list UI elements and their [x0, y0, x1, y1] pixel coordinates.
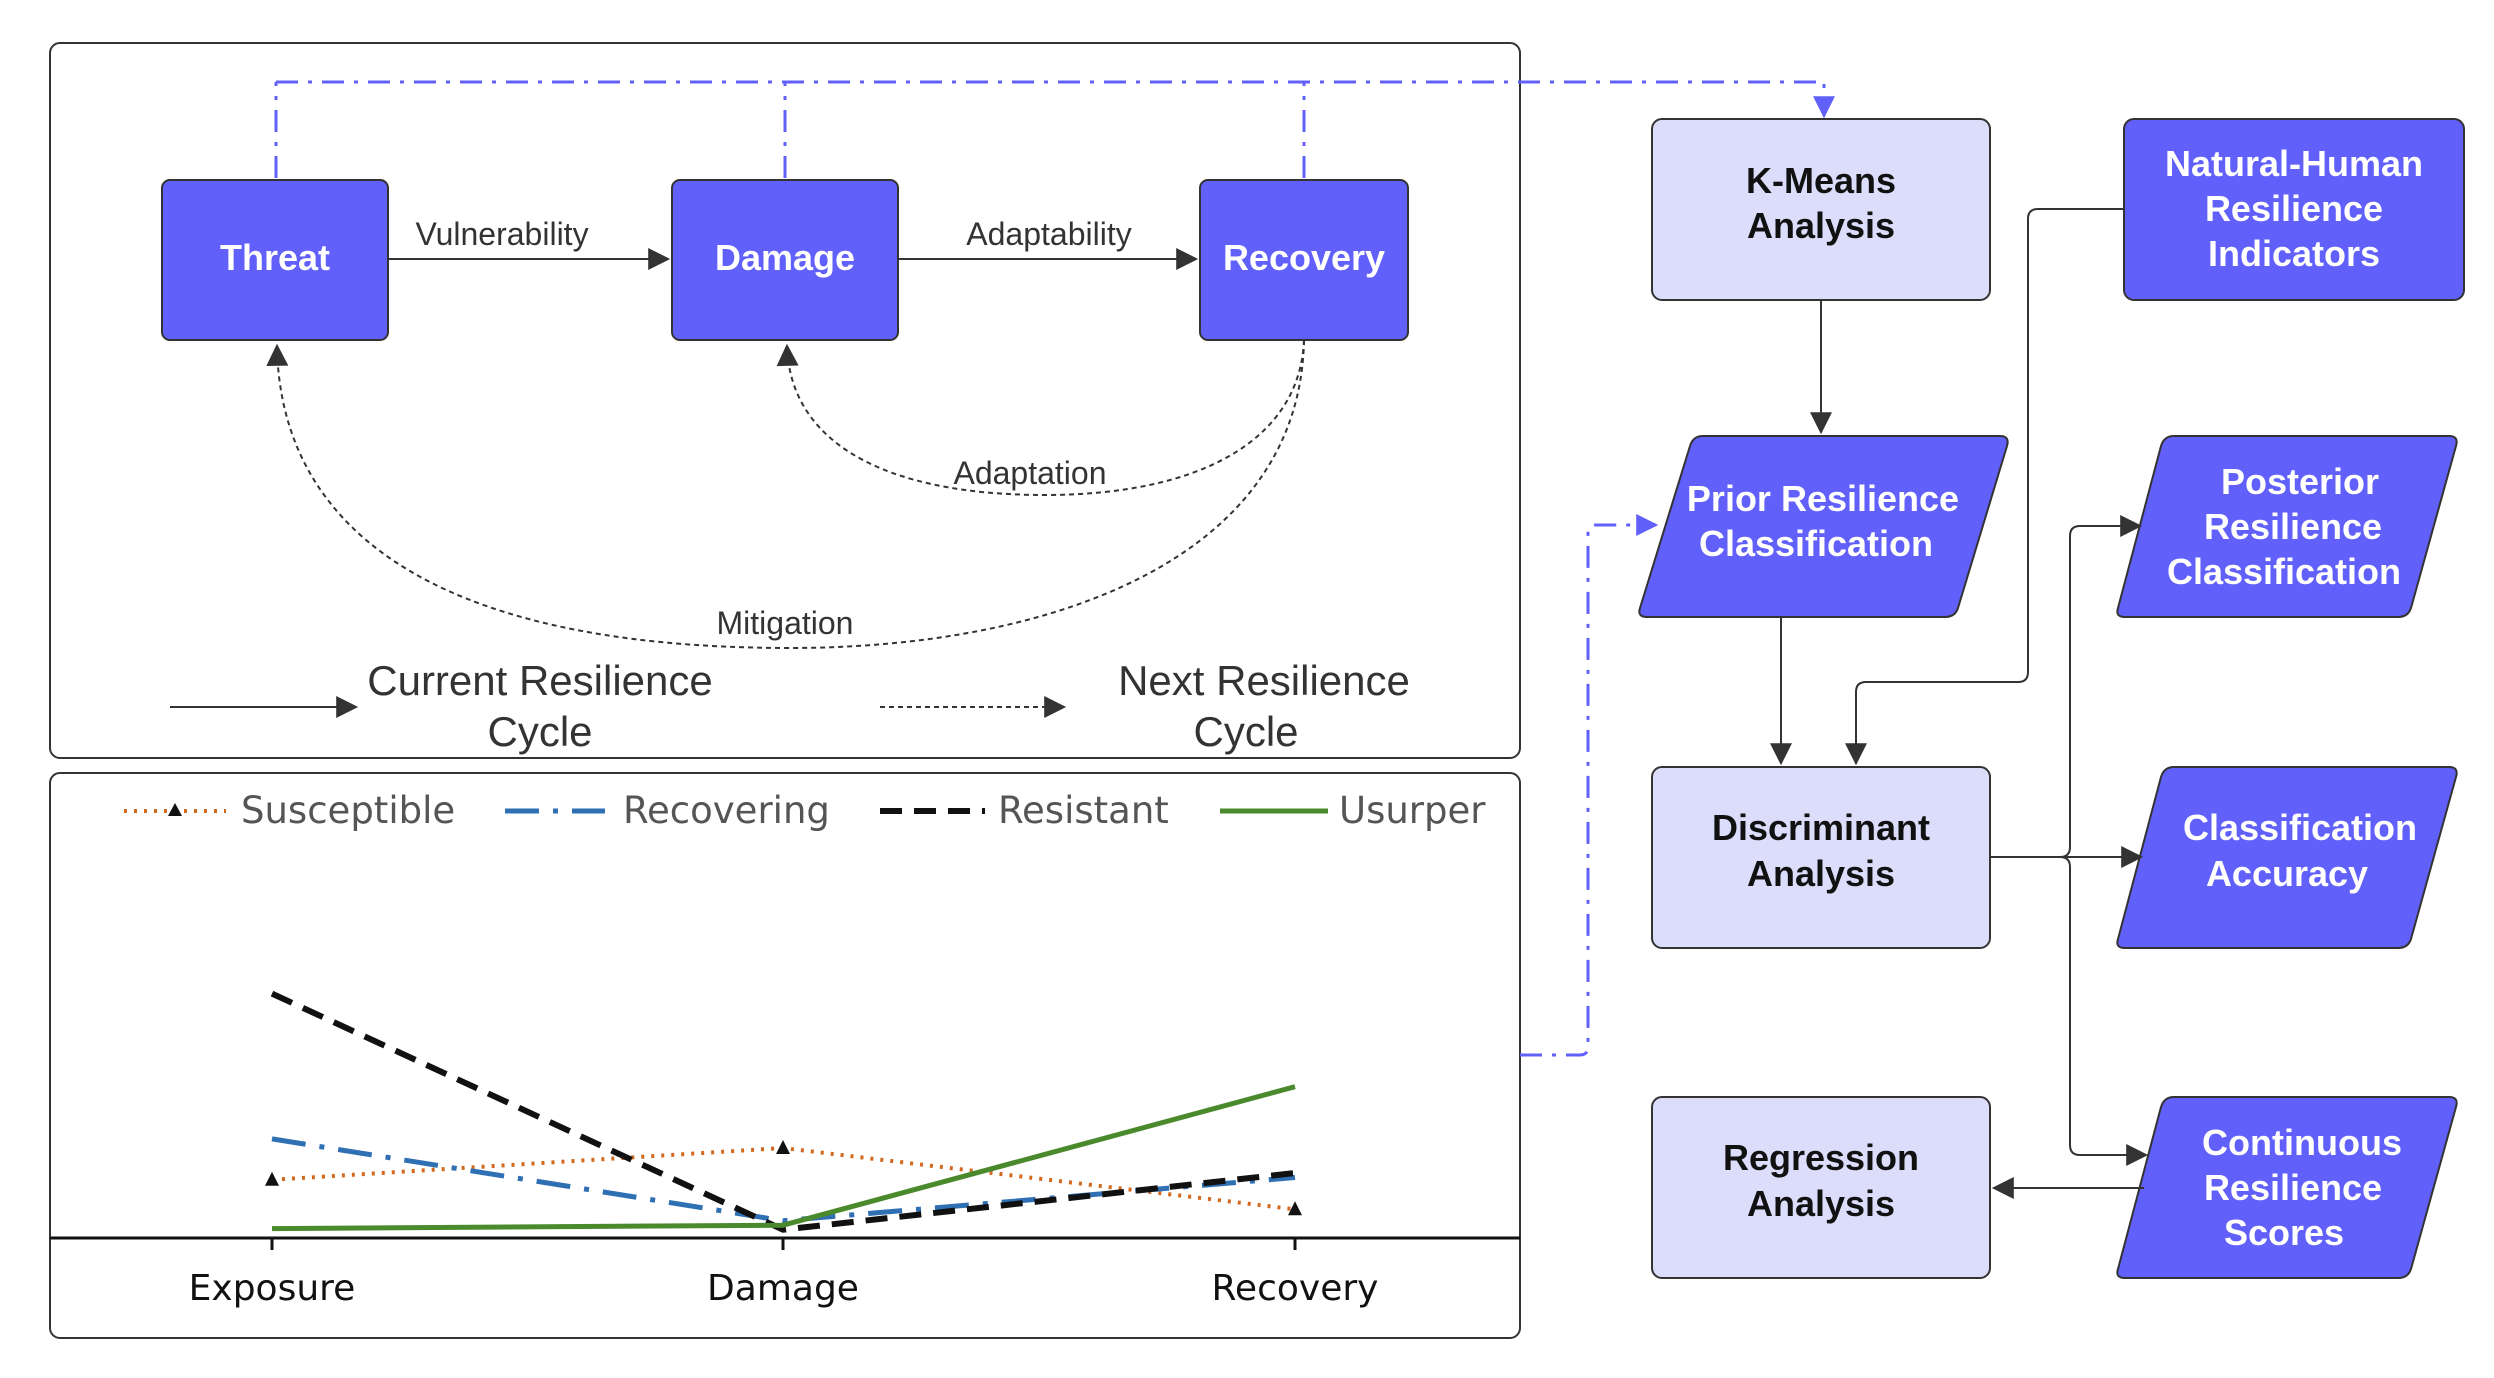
discriminant-line2: Analysis	[1747, 853, 1895, 894]
threat-node[interactable]: Threat	[161, 179, 389, 341]
legend-label-usurper: Usurper	[1339, 789, 1486, 832]
x-tick-label-exposure: Exposure	[189, 1268, 356, 1309]
indicators-line3: Indicators	[2208, 233, 2380, 274]
series-line-recovering	[271, 1136, 1296, 1224]
discriminant-to-continuous-arrow	[2059, 856, 2149, 1166]
posterior-line2: Resilience	[2204, 506, 2382, 547]
x-axis-ticks	[270, 1238, 1297, 1250]
discriminant-analysis-box[interactable]: Discriminant Analysis	[1651, 766, 1991, 949]
point-susceptible-recovery	[1288, 1201, 1302, 1216]
chart-panel-frame	[49, 772, 1521, 1339]
adaptation-label: Adaptation	[953, 455, 1106, 491]
chart-legend: Susceptible Recovering Resistant Usurper	[124, 789, 1486, 832]
damage-label: Damage	[715, 237, 855, 278]
damage-node[interactable]: Damage	[671, 179, 899, 341]
indicators-line1: Natural-Human	[2165, 143, 2423, 184]
prior-classification-box[interactable]: Prior Resilience Classification	[1638, 435, 2009, 618]
indicators-to-discriminant-arrow	[1845, 208, 2124, 766]
threat-label: Threat	[220, 237, 330, 278]
series-line-susceptible	[271, 1145, 1296, 1212]
indicators-box[interactable]: Natural-Human Resilience Indicators	[2123, 118, 2465, 301]
next-cycle-legend-line2: Cycle	[1193, 708, 1298, 755]
posterior-line3: Classification	[2167, 551, 2401, 592]
x-tick-label-recovery: Recovery	[1212, 1268, 1379, 1309]
regression-line2: Analysis	[1747, 1183, 1895, 1224]
legend-label-recovering: Recovering	[623, 789, 830, 832]
series-line-usurper	[271, 1084, 1296, 1232]
discriminant-to-posterior-arrow	[1990, 515, 2143, 858]
kmeans-feedback-connector	[274, 80, 1835, 178]
next-cycle-legend-line1: Next Resilience	[1118, 657, 1410, 704]
mitigation-label: Mitigation	[717, 605, 854, 641]
current-cycle-legend-line1: Current Resilience	[367, 657, 712, 704]
continuous-line3: Scores	[2224, 1212, 2344, 1253]
accuracy-line1: Classification	[2183, 807, 2417, 848]
adaptation-arc	[776, 339, 1305, 497]
prior-line2: Classification	[1699, 523, 1933, 564]
adaptability-label: Adaptability	[966, 216, 1131, 252]
legend-label-susceptible: Susceptible	[241, 789, 455, 832]
recovery-node[interactable]: Recovery	[1199, 179, 1409, 341]
vulnerability-label: Vulnerability	[415, 216, 588, 252]
kmeans-analysis-box[interactable]: K-Means Analysis	[1651, 118, 1991, 301]
regression-analysis-box[interactable]: Regression Analysis	[1651, 1096, 1991, 1279]
cycle-panel-frame	[49, 42, 1521, 759]
x-tick-label-damage: Damage	[707, 1268, 859, 1309]
continuous-line2: Resilience	[2204, 1167, 2382, 1208]
indicators-line2: Resilience	[2205, 188, 2383, 229]
kmeans-line2: Analysis	[1747, 205, 1895, 246]
legend-label-resistant: Resistant	[998, 789, 1169, 832]
posterior-classification-box[interactable]: Posterior Resilience Classification	[2116, 435, 2458, 618]
prior-line1: Prior Resilience	[1687, 478, 1959, 519]
point-susceptible-damage	[776, 1140, 790, 1155]
discriminant-line1: Discriminant	[1712, 807, 1930, 848]
series-line-resistant	[270, 990, 1296, 1233]
chart-to-prior-connector	[1520, 514, 1659, 1057]
continuous-scores-box[interactable]: Continuous Resilience Scores	[2116, 1096, 2458, 1279]
current-cycle-legend-line2: Cycle	[487, 708, 592, 755]
classification-accuracy-box[interactable]: Classification Accuracy	[2116, 766, 2458, 949]
legend-marker-susceptible	[168, 803, 182, 816]
chart-plot-area	[265, 990, 1302, 1233]
posterior-line1: Posterior	[2221, 461, 2379, 502]
regression-line1: Regression	[1723, 1137, 1919, 1178]
continuous-line1: Continuous	[2202, 1122, 2402, 1163]
point-susceptible-exposure	[265, 1171, 279, 1186]
accuracy-line2: Accuracy	[2206, 853, 2368, 894]
recovery-label: Recovery	[1223, 237, 1385, 278]
mitigation-arc	[266, 339, 1305, 650]
kmeans-line1: K-Means	[1746, 160, 1896, 201]
